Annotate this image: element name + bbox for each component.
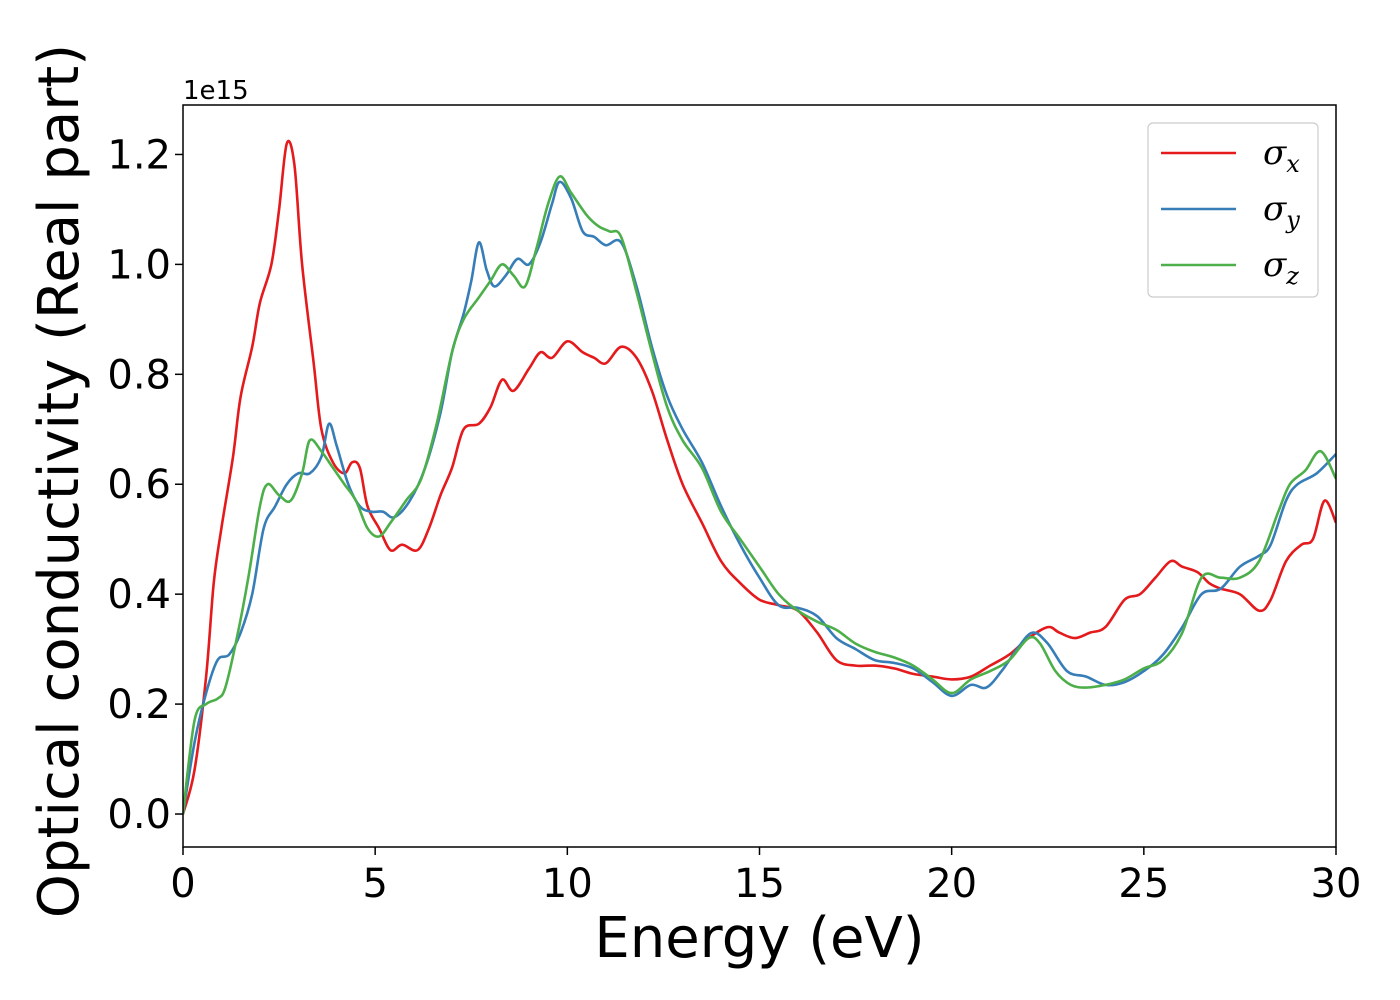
- legend-label-y: σy: [1263, 189, 1300, 234]
- x-axis-ticks: 0 5 10 15 20 25 30: [170, 847, 1361, 907]
- y-tick-label: 0.4: [107, 572, 171, 618]
- x-tick-label: 25: [1118, 861, 1169, 907]
- series-layer: [183, 139, 1336, 815]
- x-tick-label: 20: [926, 861, 977, 907]
- x-axis-label: Energy (eV): [594, 906, 924, 971]
- x-tick-label: 15: [734, 861, 785, 907]
- x-tick-label: 0: [170, 861, 195, 907]
- y-tick-label: 1.0: [107, 242, 171, 288]
- legend-label-x: σx: [1263, 133, 1300, 178]
- y-axis-ticks: 0.0 0.2 0.4 0.6 0.8 1.0 1.2: [107, 132, 183, 838]
- y-axis-label: Optical conductivity (Real part): [27, 44, 92, 918]
- y-tick-label: 0.0: [107, 792, 171, 838]
- x-tick-label: 10: [542, 861, 593, 907]
- y-tick-label: 0.6: [107, 462, 171, 508]
- series-line-z: [183, 175, 1336, 815]
- y-offset-label: 1e15: [183, 76, 249, 106]
- legend: σx σy σz: [1147, 122, 1319, 298]
- legend-label-z: σz: [1263, 245, 1299, 290]
- y-tick-label: 1.2: [107, 132, 171, 178]
- x-tick-label: 30: [1311, 861, 1362, 907]
- x-tick-label: 5: [362, 861, 387, 907]
- series-line-x: [183, 139, 1336, 815]
- y-tick-label: 0.2: [107, 682, 171, 728]
- y-tick-label: 0.8: [107, 352, 171, 398]
